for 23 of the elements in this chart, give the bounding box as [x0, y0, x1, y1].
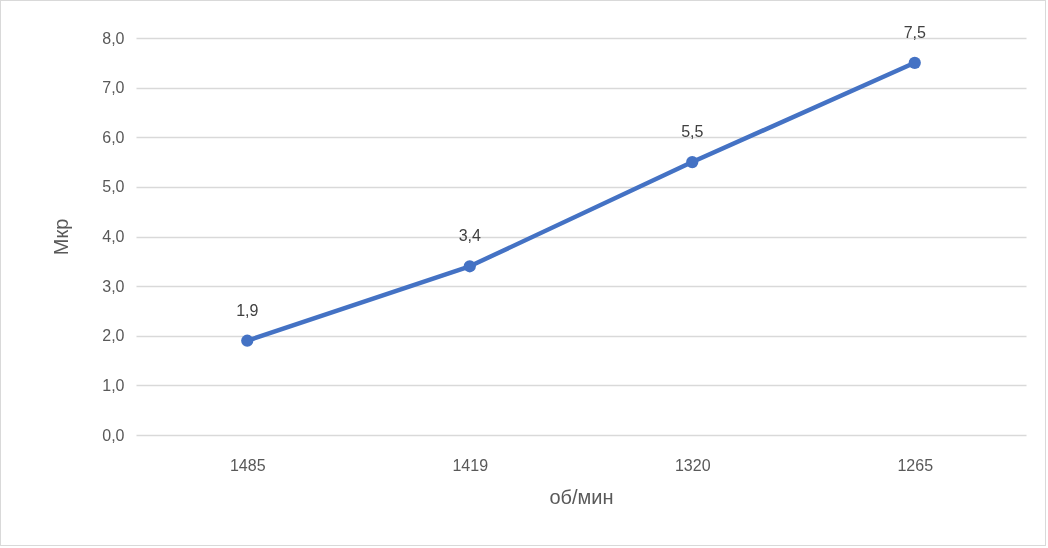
y-tick-label: 6,0 — [102, 128, 125, 146]
y-tick-label: 8,0 — [102, 29, 125, 47]
y-tick-label: 7,0 — [102, 79, 125, 97]
y-tick-label: 4,0 — [102, 228, 125, 245]
data-label: 7,5 — [903, 23, 926, 41]
y-tick-label: 5,0 — [102, 178, 125, 196]
data-label: 3,4 — [458, 227, 481, 245]
x-axis-title: об/мин — [549, 485, 614, 508]
point — [908, 56, 921, 69]
x-tick-label: 1419 — [452, 456, 489, 474]
x-tick-label: 1320 — [674, 456, 711, 474]
y-tick-label: 2,0 — [102, 327, 125, 345]
y-tick-label: 0,0 — [102, 426, 125, 444]
y-tick-label: 1,0 — [102, 376, 125, 394]
y-axis-title: Мкр — [50, 218, 73, 256]
point — [241, 334, 254, 347]
x-tick-label: 1265 — [897, 456, 934, 474]
point — [463, 260, 476, 273]
x-tick-label: 1485 — [229, 456, 266, 474]
point — [686, 155, 699, 169]
data-label: 1,9 — [236, 301, 259, 319]
data-label: 5,5 — [681, 123, 704, 141]
y-tick-label: 3,0 — [102, 277, 125, 295]
